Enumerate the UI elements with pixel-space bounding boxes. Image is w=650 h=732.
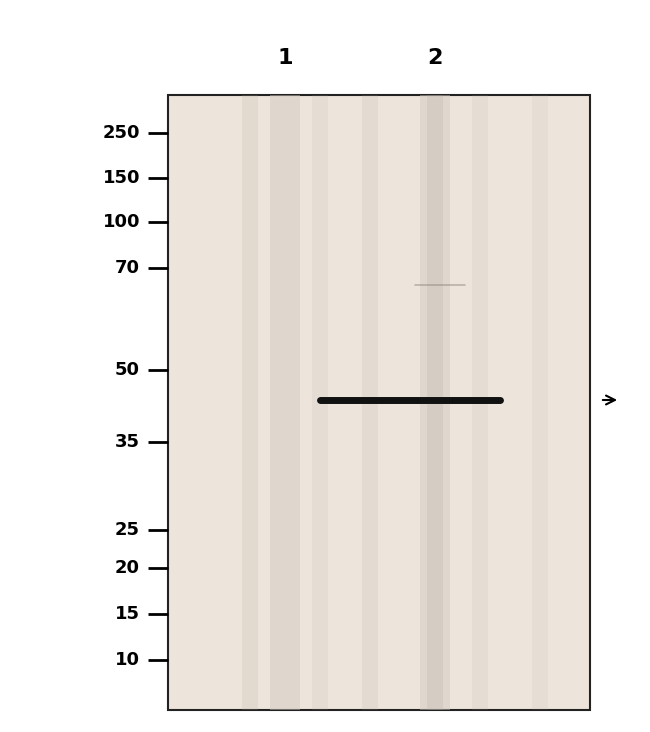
Text: 250: 250 bbox=[103, 124, 140, 142]
Text: 20: 20 bbox=[115, 559, 140, 577]
Text: 35: 35 bbox=[115, 433, 140, 451]
Bar bbox=[420, 95, 450, 710]
Text: 25: 25 bbox=[115, 521, 140, 539]
Bar bbox=[312, 95, 328, 710]
Bar bbox=[270, 95, 300, 710]
Text: 1: 1 bbox=[278, 48, 292, 68]
Bar bbox=[427, 95, 443, 710]
Text: 70: 70 bbox=[115, 259, 140, 277]
Text: 50: 50 bbox=[115, 361, 140, 379]
Bar bbox=[532, 95, 548, 710]
Bar bbox=[242, 95, 258, 710]
Text: 15: 15 bbox=[115, 605, 140, 623]
Text: 10: 10 bbox=[115, 651, 140, 669]
Text: 100: 100 bbox=[103, 213, 140, 231]
Bar bbox=[472, 95, 488, 710]
Text: 2: 2 bbox=[427, 48, 443, 68]
Text: 150: 150 bbox=[103, 169, 140, 187]
Bar bbox=[168, 95, 590, 710]
Bar bbox=[362, 95, 378, 710]
